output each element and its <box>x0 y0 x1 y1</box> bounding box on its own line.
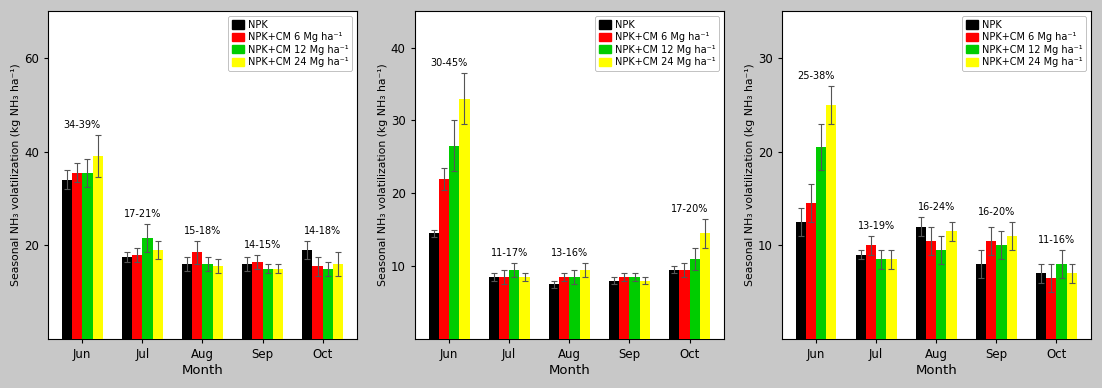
Legend: NPK, NPK+CM 6 Mg ha⁻¹, NPK+CM 12 Mg ha⁻¹, NPK+CM 24 Mg ha⁻¹: NPK, NPK+CM 6 Mg ha⁻¹, NPK+CM 12 Mg ha⁻¹… <box>962 16 1087 71</box>
Bar <box>439 179 450 339</box>
Text: 15-18%: 15-18% <box>184 226 222 236</box>
Bar <box>132 255 142 339</box>
Bar <box>1057 264 1067 339</box>
Bar <box>559 277 570 339</box>
Text: 13-19%: 13-19% <box>857 221 895 231</box>
Bar <box>916 227 926 339</box>
Bar <box>519 277 530 339</box>
X-axis label: Month: Month <box>916 364 957 377</box>
Bar <box>72 173 83 339</box>
Bar <box>460 99 469 339</box>
Bar <box>886 260 897 339</box>
Text: 14-18%: 14-18% <box>304 226 342 236</box>
Bar <box>450 146 460 339</box>
Bar <box>806 203 815 339</box>
Bar <box>333 264 343 339</box>
Bar <box>152 250 163 339</box>
Bar <box>855 255 866 339</box>
Bar <box>499 277 509 339</box>
Bar <box>1046 278 1057 339</box>
Text: 16-24%: 16-24% <box>918 203 954 212</box>
X-axis label: Month: Month <box>182 364 224 377</box>
Bar <box>609 281 619 339</box>
Bar <box>203 264 213 339</box>
Bar <box>926 241 937 339</box>
Bar <box>192 253 203 339</box>
Y-axis label: Seasonal NH₃ volatilization (kg NH₃ ha⁻¹): Seasonal NH₃ volatilization (kg NH₃ ha⁻¹… <box>11 64 21 286</box>
X-axis label: Month: Month <box>549 364 591 377</box>
Text: 25-38%: 25-38% <box>798 71 834 81</box>
Bar <box>619 277 629 339</box>
Text: 17-21%: 17-21% <box>123 210 161 219</box>
Bar <box>629 277 639 339</box>
Bar <box>489 277 499 339</box>
Bar <box>700 234 710 339</box>
Bar <box>796 222 806 339</box>
Bar <box>937 250 947 339</box>
Bar <box>509 270 519 339</box>
Text: 17-20%: 17-20% <box>671 204 709 214</box>
Bar <box>679 270 690 339</box>
Bar <box>323 269 333 339</box>
Bar <box>826 105 836 339</box>
Bar <box>1067 274 1077 339</box>
Bar <box>182 264 192 339</box>
Y-axis label: Seasonal NH₃ volatilization (kg NH₃ ha⁻¹): Seasonal NH₃ volatilization (kg NH₃ ha⁻¹… <box>745 64 755 286</box>
Bar <box>213 267 223 339</box>
Legend: NPK, NPK+CM 6 Mg ha⁻¹, NPK+CM 12 Mg ha⁻¹, NPK+CM 24 Mg ha⁻¹: NPK, NPK+CM 6 Mg ha⁻¹, NPK+CM 12 Mg ha⁻¹… <box>595 16 720 71</box>
Legend: NPK, NPK+CM 6 Mg ha⁻¹, NPK+CM 12 Mg ha⁻¹, NPK+CM 24 Mg ha⁻¹: NPK, NPK+CM 6 Mg ha⁻¹, NPK+CM 12 Mg ha⁻¹… <box>228 16 353 71</box>
Text: 34-39%: 34-39% <box>64 120 101 130</box>
Bar <box>93 156 102 339</box>
Bar <box>252 262 262 339</box>
Text: 11-16%: 11-16% <box>1038 235 1074 245</box>
Bar <box>996 245 1006 339</box>
Bar <box>302 250 313 339</box>
Text: 11-17%: 11-17% <box>490 248 528 258</box>
Bar <box>122 257 132 339</box>
Bar <box>690 259 700 339</box>
Text: 14-15%: 14-15% <box>244 240 281 250</box>
Bar <box>815 147 826 339</box>
Bar <box>580 270 590 339</box>
Bar <box>866 245 876 339</box>
Bar <box>242 264 252 339</box>
Bar <box>986 241 996 339</box>
Bar <box>273 269 283 339</box>
Bar <box>639 281 650 339</box>
Bar <box>1006 236 1017 339</box>
Bar <box>669 270 679 339</box>
Y-axis label: Seasonal NH₃ volatilization (kg NH₃ ha⁻¹): Seasonal NH₃ volatilization (kg NH₃ ha⁻¹… <box>378 64 388 286</box>
Bar <box>313 267 323 339</box>
Text: 30-45%: 30-45% <box>431 58 467 68</box>
Bar <box>62 180 72 339</box>
Text: 13-16%: 13-16% <box>551 248 587 258</box>
Bar <box>142 238 152 339</box>
Bar <box>1036 274 1046 339</box>
Bar <box>976 264 986 339</box>
Bar <box>570 277 580 339</box>
Bar <box>947 231 957 339</box>
Text: 16-20%: 16-20% <box>977 207 1015 217</box>
Bar <box>876 260 886 339</box>
Bar <box>83 173 93 339</box>
Bar <box>549 284 559 339</box>
Bar <box>429 234 439 339</box>
Bar <box>262 269 273 339</box>
